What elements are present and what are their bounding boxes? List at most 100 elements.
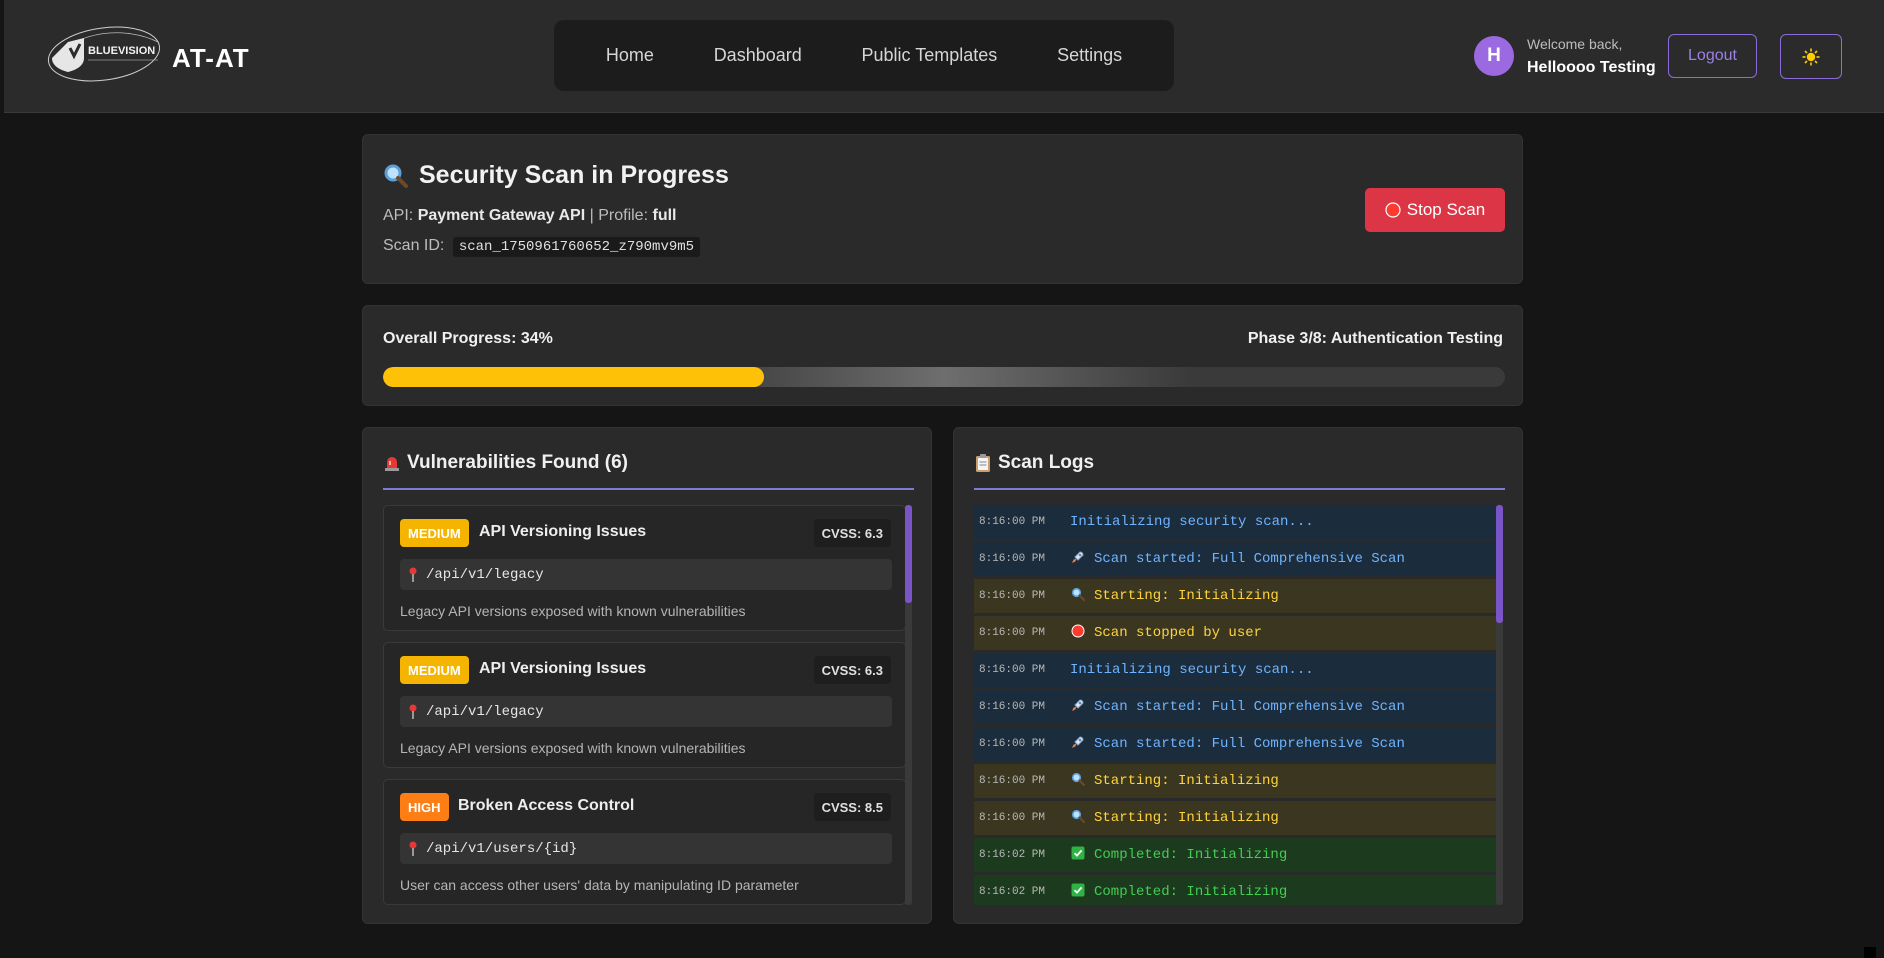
log-message-wrap: Starting: Initializing [1070, 772, 1279, 790]
vulnerability-scrollbar[interactable] [905, 505, 912, 905]
scan-api-line: API: Payment Gateway API | Profile: full [383, 207, 676, 225]
log-entry: 8:16:00 PM Scan started: Full Comprehensi… [974, 690, 1497, 724]
log-message-wrap: Completed: Initializing [1070, 883, 1287, 901]
vulnerabilities-card: Vulnerabilities Found (6) MEDIUM API Ver… [362, 427, 932, 924]
main-nav: Home Dashboard Public Templates Settings [554, 20, 1174, 91]
profile-value: full [652, 207, 677, 224]
log-entry: 8:16:00 PM Initializing security scan... [974, 653, 1497, 687]
magnifier-icon [1070, 772, 1086, 790]
stop-scan-button[interactable]: Stop Scan [1365, 188, 1505, 232]
vulnerability-item[interactable]: MEDIUM API Versioning Issues CVSS: 6.3 /… [383, 505, 906, 631]
log-message: Starting: Initializing [1094, 810, 1279, 826]
rocket-icon [1070, 698, 1086, 716]
check-icon [1070, 883, 1086, 901]
nav-settings[interactable]: Settings [1057, 45, 1123, 65]
nav-public-templates[interactable]: Public Templates [861, 45, 998, 65]
log-message-wrap: Completed: Initializing [1070, 846, 1287, 864]
log-message: Starting: Initializing [1094, 588, 1279, 604]
log-entry: 8:16:00 PM Starting: Initializing [974, 801, 1497, 835]
vulnerability-title: Broken Access Control [458, 797, 635, 814]
stop-icon [1385, 202, 1401, 218]
stop-scan-label: Stop Scan [1406, 200, 1486, 219]
scan-title-text: Security Scan in Progress [419, 161, 729, 189]
severity-badge: HIGH [400, 793, 449, 821]
username: Helloooo Testing [1527, 59, 1656, 76]
check-icon [1070, 846, 1086, 864]
nav-home[interactable]: Home [605, 45, 654, 65]
progress-card: Overall Progress: 34% Phase 3/8: Authent… [362, 305, 1523, 406]
vulnerability-description: Legacy API versions exposed with known v… [400, 603, 746, 619]
severity-badge: MEDIUM [400, 656, 469, 684]
progress-bar-fill [383, 367, 765, 387]
log-entry: 8:16:02 PM Completed: Initializing [974, 838, 1497, 872]
brand-name: AT-AT [172, 43, 250, 73]
log-message: Scan stopped by user [1094, 625, 1263, 641]
theme-toggle-button[interactable] [1780, 34, 1842, 79]
svg-text:BLUEVISION: BLUEVISION [88, 45, 155, 57]
endpoint-text: /api/v1/legacy [426, 703, 544, 720]
rocket-icon [1070, 550, 1086, 568]
scrollbar-thumb[interactable] [1496, 505, 1503, 623]
log-message-wrap: Starting: Initializing [1070, 809, 1279, 827]
vulnerability-description: User can access other users' data by man… [400, 877, 799, 893]
log-timestamp: 8:16:02 PM [979, 849, 1046, 861]
scan-status-card: Security Scan in Progress API: Payment G… [362, 134, 1523, 284]
api-label: API: [383, 207, 414, 224]
log-message-wrap: Scan started: Full Comprehensive Scan [1070, 735, 1405, 753]
vulnerabilities-title-text: Vulnerabilities Found (6) [407, 452, 628, 473]
log-list: 8:16:00 PM Initializing security scan... 8… [974, 505, 1497, 905]
log-message: Scan started: Full Comprehensive Scan [1094, 551, 1405, 567]
vulnerabilities-title: Vulnerabilities Found (6) [383, 452, 628, 474]
log-timestamp: 8:16:00 PM [979, 664, 1046, 676]
log-entry: 8:16:00 PM Starting: Initializing [974, 764, 1497, 798]
vulnerability-list: MEDIUM API Versioning Issues CVSS: 6.3 /… [383, 505, 906, 905]
endpoint-path: /api/v1/legacy [400, 696, 892, 727]
divider [383, 488, 914, 490]
log-message-wrap: Scan started: Full Comprehensive Scan [1070, 550, 1405, 568]
vulnerability-description: Legacy API versions exposed with known v… [400, 740, 746, 756]
resize-handle [1864, 947, 1876, 958]
endpoint-text: /api/v1/legacy [426, 566, 544, 583]
log-entry: 8:16:00 PM Initializing security scan... [974, 505, 1497, 539]
severity-badge: MEDIUM [400, 519, 469, 547]
phase-label: Phase 3/8: Authentication Testing [1247, 330, 1503, 347]
log-timestamp: 8:16:00 PM [979, 738, 1046, 750]
pin-icon [409, 567, 417, 582]
log-message: Scan started: Full Comprehensive Scan [1094, 699, 1405, 715]
sun-icon [1802, 48, 1820, 65]
log-timestamp: 8:16:00 PM [979, 775, 1046, 787]
scan-id-label: Scan ID: [383, 237, 445, 254]
log-message: Initializing security scan... [1070, 662, 1314, 678]
log-message-wrap: Scan stopped by user [1070, 624, 1262, 642]
overall-progress-label: Overall Progress: 34% [383, 330, 553, 347]
siren-icon [385, 457, 399, 471]
cvss-badge: CVSS: 8.5 [813, 793, 891, 821]
bluevision-logo[interactable]: BLUEVISION [46, 20, 166, 92]
log-message: Completed: Initializing [1094, 847, 1288, 863]
profile-label: | Profile: [589, 207, 649, 224]
avatar[interactable]: H [1474, 36, 1514, 76]
welcome-text: Welcome back, [1527, 36, 1623, 52]
log-scrollbar[interactable] [1496, 505, 1503, 905]
progress-bar [383, 367, 1505, 387]
log-timestamp: 8:16:00 PM [979, 516, 1046, 528]
scrollbar-thumb[interactable] [905, 505, 912, 603]
app-header: BLUEVISION AT-AT Home Dashboard Public T… [4, 0, 1884, 113]
nav-dashboard[interactable]: Dashboard [713, 45, 802, 65]
vulnerability-title: API Versioning Issues [479, 660, 647, 677]
log-message-wrap: Initializing security scan... [1070, 662, 1314, 678]
logout-button[interactable]: Logout [1668, 34, 1757, 78]
scan-logs-title: Scan Logs [974, 452, 1094, 474]
scan-logs-card: Scan Logs 8:16:00 PM Initializing securit… [953, 427, 1523, 924]
pin-icon [409, 841, 417, 856]
magnifier-icon [1070, 809, 1086, 827]
scan-logs-title-text: Scan Logs [998, 452, 1095, 473]
log-timestamp: 8:16:00 PM [979, 812, 1046, 824]
log-entry: 8:16:00 PM Scan started: Full Comprehensi… [974, 727, 1497, 761]
vulnerability-item[interactable]: HIGH Broken Access Control CVSS: 8.5 /ap… [383, 779, 906, 905]
pin-icon [409, 704, 417, 719]
vulnerability-item[interactable]: MEDIUM API Versioning Issues CVSS: 6.3 /… [383, 642, 906, 768]
stop-icon [1070, 624, 1086, 642]
log-timestamp: 8:16:00 PM [979, 590, 1046, 602]
log-message-wrap: Initializing security scan... [1070, 514, 1314, 530]
